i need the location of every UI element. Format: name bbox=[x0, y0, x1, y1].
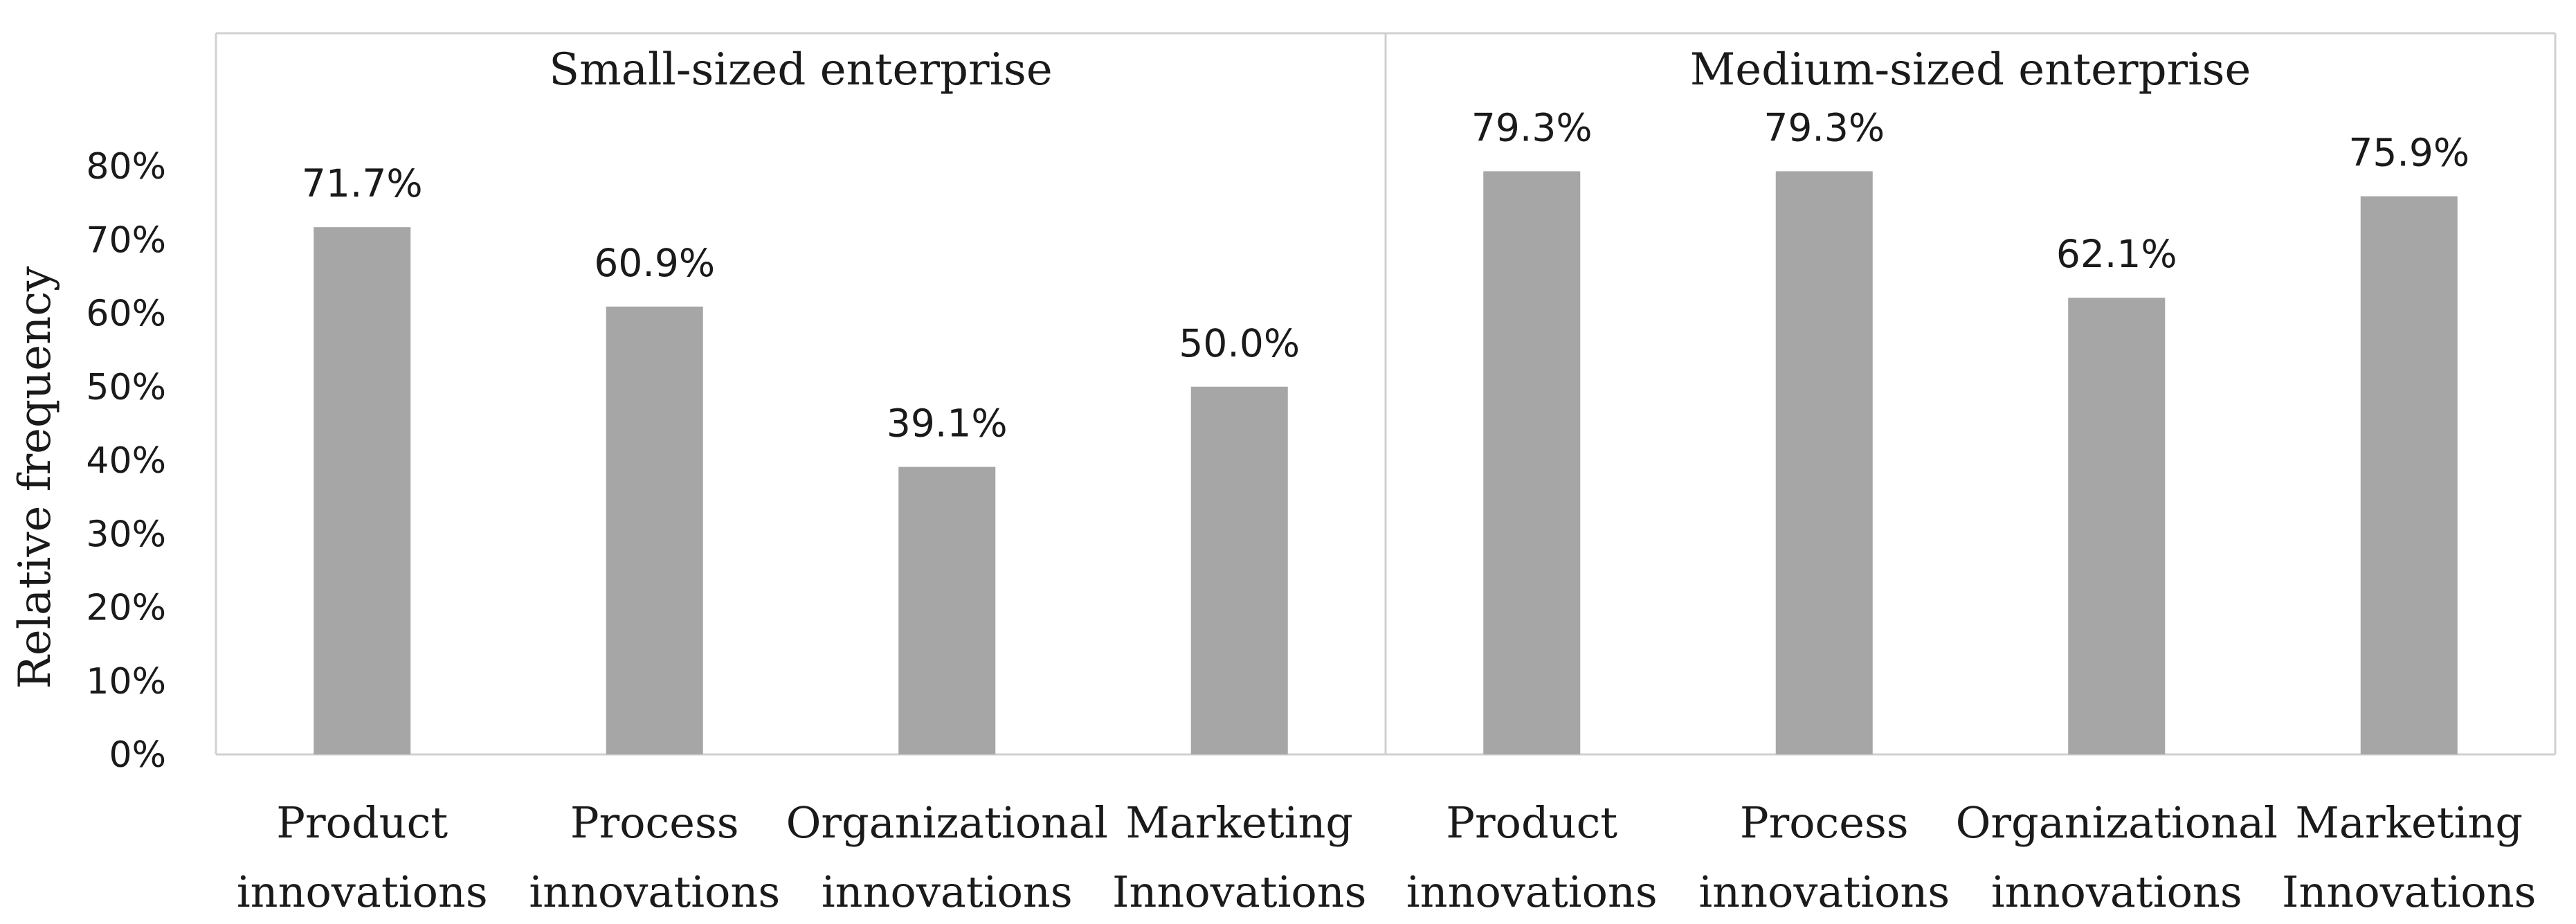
bar bbox=[1190, 386, 1288, 754]
x-category-label: innovations bbox=[1991, 867, 2242, 917]
x-category-label: innovations bbox=[529, 867, 780, 917]
data-label: 50.0% bbox=[1179, 321, 1300, 365]
bar bbox=[314, 227, 411, 754]
x-category-label: Product bbox=[276, 797, 448, 848]
bar bbox=[1775, 171, 1873, 754]
panel-title: Medium-sized enterprise bbox=[1690, 44, 2251, 96]
x-category-label: innovations bbox=[237, 867, 488, 917]
y-tick-label: 50% bbox=[86, 367, 166, 408]
x-category-label: Product bbox=[1446, 797, 1617, 848]
x-category-label: Marketing bbox=[1125, 797, 1353, 848]
y-tick-label: 40% bbox=[86, 440, 166, 482]
data-label: 79.3% bbox=[1763, 105, 1885, 150]
y-tick-label: 70% bbox=[86, 219, 166, 261]
panel-1: Small-sized enterprise 71.7% Product innova… bbox=[237, 44, 1367, 917]
bar bbox=[2360, 196, 2458, 754]
y-tick-label: 80% bbox=[86, 146, 166, 188]
x-category-label: Process bbox=[570, 797, 739, 848]
x-category-label: innovations bbox=[822, 867, 1073, 917]
bar bbox=[606, 306, 703, 754]
data-label: 39.1% bbox=[887, 401, 1008, 446]
data-label: 60.9% bbox=[594, 241, 715, 285]
bar bbox=[1483, 171, 1581, 754]
x-category-label: Innovations bbox=[1112, 867, 1367, 917]
x-category-label: innovations bbox=[1698, 867, 1950, 917]
x-category-label: Organizational bbox=[786, 797, 1108, 848]
y-tick-label: 10% bbox=[86, 661, 166, 703]
y-tick-label: 60% bbox=[86, 293, 166, 335]
x-category-label: Organizational bbox=[1956, 797, 2278, 848]
data-label: 62.1% bbox=[2056, 232, 2177, 276]
chart-panels: Small-sized enterprise 71.7% Product innova… bbox=[237, 33, 2537, 917]
x-category-label: Innovations bbox=[2282, 867, 2537, 917]
bar bbox=[898, 466, 996, 754]
x-category-label: Process bbox=[1740, 797, 1909, 848]
y-tick-label: 0% bbox=[109, 734, 167, 776]
data-label: 75.9% bbox=[2348, 131, 2469, 175]
x-category-label: innovations bbox=[1406, 867, 1658, 917]
panel-2: Medium-sized enterprise 79.3% Product innov… bbox=[1384, 33, 2537, 917]
y-axis-title: Relative frequency bbox=[10, 266, 61, 689]
data-label: 71.7% bbox=[302, 161, 423, 206]
y-axis: 0% 10% 20% 30% 40% 50% 60% 70% 80% bbox=[86, 146, 166, 776]
panel-title: Small-sized enterprise bbox=[549, 44, 1053, 96]
y-tick-label: 20% bbox=[86, 588, 166, 629]
data-label: 79.3% bbox=[1471, 105, 1593, 150]
x-category-label: Marketing bbox=[2295, 797, 2523, 848]
bar bbox=[2068, 298, 2166, 754]
y-tick-label: 30% bbox=[86, 514, 166, 555]
